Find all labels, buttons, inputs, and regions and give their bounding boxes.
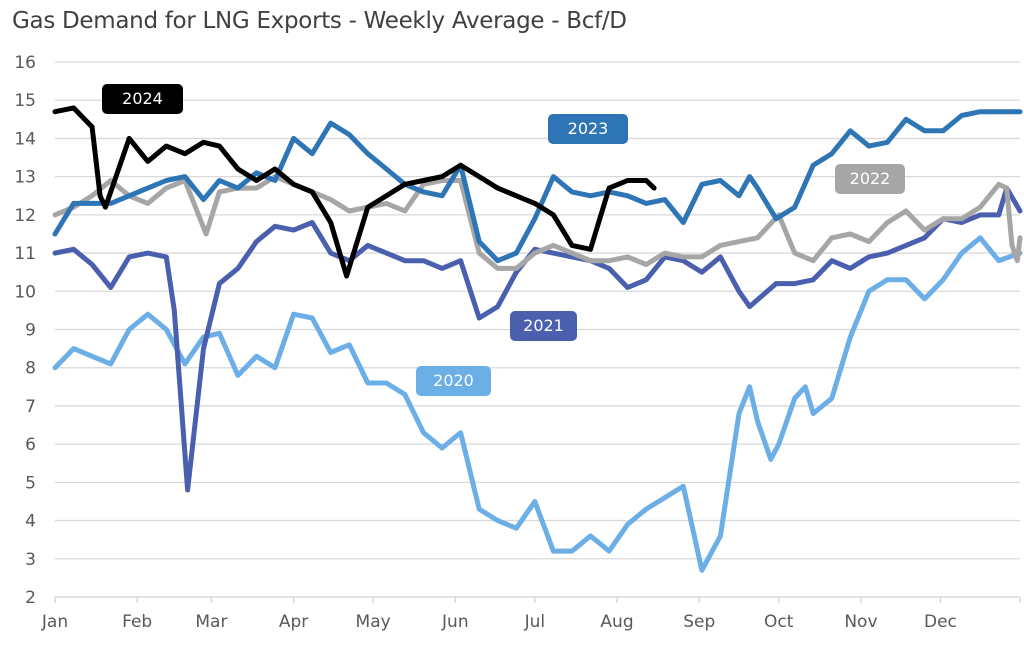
series-line-2024 <box>52 105 657 279</box>
y-tick-label: 5 <box>25 473 36 493</box>
y-tick-label: 15 <box>14 91 36 111</box>
y-tick-label: 11 <box>14 244 36 264</box>
x-tick-label: Nov <box>844 612 877 632</box>
y-tick-label: 10 <box>14 282 36 302</box>
series-label-2020: 2020 <box>416 366 491 396</box>
y-tick-label: 14 <box>14 129 36 149</box>
series-label-2022: 2022 <box>835 164 905 194</box>
x-tick-label: Apr <box>279 612 308 632</box>
series-label-2023: 2023 <box>548 114 628 144</box>
y-tick-label: 9 <box>25 321 36 341</box>
y-tick-label: 8 <box>25 359 36 379</box>
chart-title: Gas Demand for LNG Exports - Weekly Aver… <box>12 8 627 34</box>
y-tick-label: 6 <box>25 435 36 455</box>
series-line-2022 <box>52 174 1023 271</box>
x-tick-label: Mar <box>195 612 227 632</box>
y-tick-label: 7 <box>25 397 36 417</box>
x-tick-label: Aug <box>600 612 633 632</box>
y-tick-label: 16 <box>14 53 36 73</box>
x-tick-label: Sep <box>683 612 715 632</box>
y-tick-label: 13 <box>14 168 36 188</box>
y-tick-label: 4 <box>25 512 36 532</box>
series-label-2021: 2021 <box>510 311 577 341</box>
x-tick-label: Feb <box>122 612 152 632</box>
x-tick-label: May <box>356 612 391 632</box>
x-tick-label: Oct <box>764 612 794 632</box>
series-line-2023 <box>52 109 1023 264</box>
y-tick-label: 3 <box>25 550 36 570</box>
x-tick-label: Jan <box>41 612 68 632</box>
y-tick-label: 2 <box>25 588 36 608</box>
series-label-2024: 2024 <box>102 84 183 114</box>
series-line-2021 <box>52 185 1023 493</box>
x-tick-label: Dec <box>924 612 957 632</box>
x-tick-label: Jun <box>441 612 469 632</box>
y-tick-label: 12 <box>14 206 36 226</box>
series-line-2020 <box>52 235 1023 573</box>
x-tick-label: Jul <box>524 612 546 632</box>
